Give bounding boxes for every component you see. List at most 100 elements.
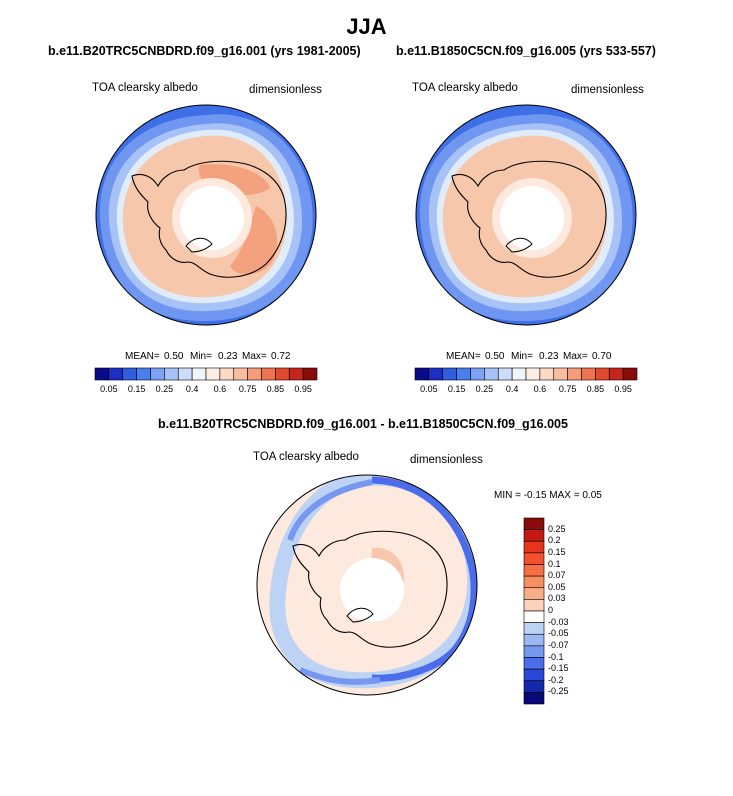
panel2-title: b.e11.B1850C5CN.f09_g16.005 (yrs 533-557…: [396, 44, 656, 58]
colorbar-swatch: [523, 692, 545, 705]
colorbar-swatch: [442, 367, 457, 381]
colorbar-tick-label: 0.15: [548, 546, 566, 557]
colorbar-swatch: [525, 367, 541, 381]
colorbar-tick-label: 0.07: [548, 570, 566, 581]
colorbar-tick-label: 0.75: [238, 384, 257, 394]
colorbar-tick-label: -0.03: [548, 616, 569, 627]
panel2-units-label: dimensionless: [571, 84, 644, 96]
panel1-pole-hole: [180, 186, 244, 250]
colorbar-swatch: [233, 367, 248, 381]
colorbar-tick-label: 0.4: [505, 384, 519, 394]
colorbar-tick-label: 0.05: [420, 384, 438, 394]
colorbar-swatch: [511, 367, 527, 381]
panel3-units-label: dimensionless: [410, 454, 483, 466]
colorbar-tick-label: 0.4: [185, 384, 199, 394]
colorbar-swatch: [595, 367, 610, 381]
colorbar-swatch: [275, 367, 290, 381]
colorbar-tick-label: 0.95: [294, 384, 312, 394]
colorbar-tick-label: 0.95: [614, 384, 632, 394]
colorbar-swatch: [484, 367, 499, 381]
colorbar-tick-label: 0.25: [475, 384, 494, 394]
colorbar-tick-label: 0.25: [548, 523, 566, 534]
colorbar-swatch: [523, 610, 545, 623]
colorbar-swatch: [523, 599, 545, 612]
colorbar-tick-label: 0.2: [548, 535, 561, 546]
panel2-mean-label: MEAN=: [446, 351, 481, 362]
panel1-max-label: Max=: [242, 351, 267, 362]
colorbar-tick-label: -0.1: [548, 651, 564, 662]
colorbar-swatch: [456, 367, 471, 381]
colorbar-swatch: [497, 367, 513, 381]
colorbar-tick-label: 0.6: [533, 384, 547, 394]
panel1-mean-value: 0.50: [164, 351, 184, 362]
colorbar-swatch: [428, 367, 444, 381]
panel1-antarctica-outline: [131, 160, 287, 278]
panel2-map-border: [415, 104, 637, 326]
panel3-map-border: [256, 474, 478, 696]
colorbar-swatch: [94, 367, 110, 381]
colorbar-swatch: [523, 668, 545, 682]
colorbar-swatch: [136, 367, 151, 381]
colorbar-swatch: [608, 367, 624, 381]
colorbar-swatch: [219, 367, 235, 381]
colorbar-swatch: [177, 367, 193, 381]
colorbar-swatch: [261, 367, 276, 381]
colorbar-swatch: [523, 633, 545, 647]
colorbar-swatch: [523, 622, 545, 635]
colorbar-swatch: [581, 367, 596, 381]
panel2-map: [416, 105, 636, 325]
panel1-min-value: 0.23: [218, 351, 238, 362]
colorbar-tick-label: -0.05: [548, 628, 569, 639]
colorbar-swatch: [553, 367, 568, 381]
panel3-negative-band-strong-east: [371, 476, 477, 682]
panel1-albedo-high-2: [230, 206, 278, 275]
panel2-variable-label: TOA clearsky albedo: [412, 82, 518, 94]
panel2-colorbar: [414, 367, 638, 381]
colorbar-swatch: [523, 552, 545, 565]
panel1-max-value: 0.72: [271, 351, 291, 362]
colorbar-tick-label: 0.75: [558, 384, 577, 394]
colorbar-swatch: [205, 367, 221, 381]
colorbar-tick-label: -0.15: [548, 663, 569, 674]
colorbar-swatch: [122, 367, 137, 381]
colorbar-swatch: [523, 587, 545, 600]
colorbar-swatch: [622, 367, 638, 381]
panel3-variable-label: TOA clearsky albedo: [253, 451, 359, 463]
colorbar-swatch: [288, 367, 304, 381]
colorbar-swatch: [523, 657, 545, 670]
panel3-ross-ice-edge: [346, 607, 374, 623]
panel1-ross-ice-edge: [185, 237, 213, 253]
colorbar-swatch: [523, 564, 545, 577]
colorbar-swatch: [247, 367, 262, 381]
colorbar-tick-label: 0.05: [548, 581, 566, 592]
colorbar-swatch: [539, 367, 555, 381]
colorbar-swatch: [302, 367, 318, 381]
panel3-negative-band-strong-south: [298, 667, 381, 685]
figure-title: JJA: [346, 14, 387, 39]
panel1-map-border: [95, 104, 317, 326]
panel2-pole-hole: [500, 186, 564, 250]
colorbar-swatch: [523, 529, 545, 542]
panel1-colorbar: [94, 367, 318, 381]
colorbar-tick-label: -0.25: [548, 686, 569, 697]
panel3-pole-hole: [340, 558, 404, 622]
panel2-ross-ice-edge: [505, 237, 533, 253]
panel2-min-value: 0.23: [539, 351, 559, 362]
panel2-antarctica-outline: [451, 160, 607, 278]
panel2-max-label: Max=: [563, 351, 588, 362]
colorbar-swatch: [414, 367, 430, 381]
colorbar-swatch: [523, 645, 545, 658]
colorbar-tick-label: 0.85: [266, 384, 285, 394]
panel1-title: b.e11.B20TRC5CNBDRD.f09_g16.001 (yrs 198…: [48, 44, 361, 58]
colorbar-tick-label: -0.07: [548, 639, 569, 650]
colorbar-swatch: [108, 367, 124, 381]
colorbar-tick-label: 0.1: [548, 558, 561, 569]
colorbar-swatch: [470, 367, 485, 381]
panel1-map: [96, 105, 316, 325]
colorbar-tick-label: 0.15: [127, 384, 146, 394]
colorbar-tick-label: 0.85: [586, 384, 605, 394]
colorbar-tick-label: 0.03: [548, 593, 566, 604]
panel3-title: b.e11.B20TRC5CNBDRD.f09_g16.001 - b.e11.…: [158, 417, 568, 431]
panel3-antarctica-outline: [292, 530, 448, 648]
